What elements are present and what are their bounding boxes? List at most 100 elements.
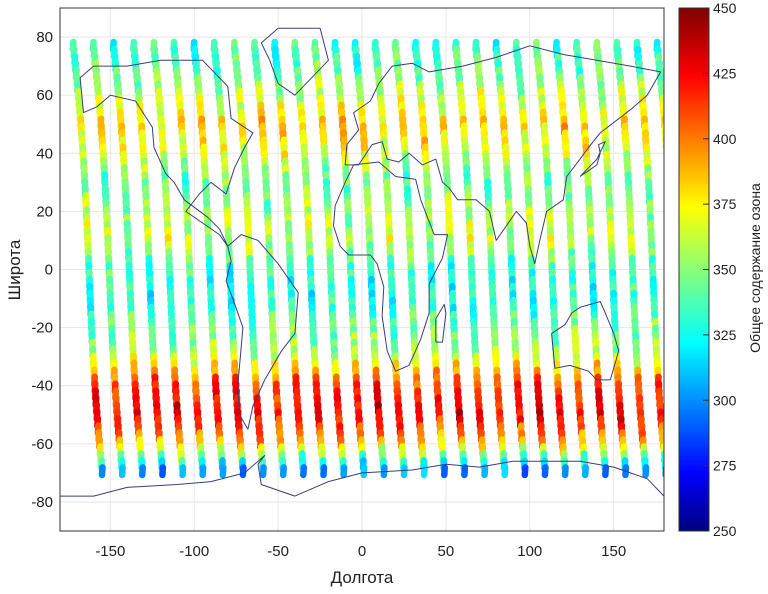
ozone-swath <box>69 38 106 479</box>
ozone-point <box>671 223 672 231</box>
ozone-point <box>677 356 678 364</box>
ozone-swath <box>512 38 549 479</box>
colorbar-tick-label: 250 <box>713 523 737 539</box>
ozone-point <box>667 161 668 169</box>
ozone-point <box>672 244 673 252</box>
ozone-point <box>669 195 670 203</box>
ozone-point <box>642 464 650 479</box>
ozone-point <box>581 464 589 479</box>
ozone-swath <box>230 38 267 479</box>
x-tick-label: 0 <box>358 543 366 560</box>
ozone-swath <box>190 38 227 479</box>
y-tick-label: -20 <box>31 320 53 337</box>
ozone-swath <box>331 38 368 479</box>
ozone-point <box>669 181 670 189</box>
ozone-point <box>673 265 674 273</box>
ozone-swath <box>270 38 308 479</box>
antarctica-coast <box>60 455 664 497</box>
ozone-point <box>159 464 167 479</box>
ozone-point <box>663 155 664 163</box>
ozone-point <box>674 307 675 315</box>
ozone-point <box>259 464 267 479</box>
ozone-swath <box>593 38 630 479</box>
ozone-swath <box>613 38 650 479</box>
ozone-swath <box>89 38 126 479</box>
ozone-point <box>670 216 671 224</box>
north-america-coast <box>79 59 254 247</box>
colorbar-tick-label: 450 <box>713 0 737 16</box>
y-tick-label: 60 <box>36 87 53 104</box>
ozone-point <box>676 335 677 343</box>
ozone-point <box>561 464 569 479</box>
ozone-point <box>541 464 549 479</box>
y-tick-label: 20 <box>36 203 53 220</box>
ozone-point <box>521 464 529 479</box>
south-america-coast <box>225 234 299 430</box>
ozone-point <box>663 145 664 157</box>
ozone-point <box>671 230 672 238</box>
ozone-point <box>138 464 147 479</box>
ozone-point <box>672 258 673 266</box>
ozone-swath <box>552 38 589 479</box>
ozone-swath <box>170 38 207 479</box>
ozone-swath <box>291 38 328 479</box>
ozone-point <box>461 464 469 479</box>
ozone-swaths <box>69 38 679 479</box>
japan-coast <box>579 141 606 177</box>
ozone-swath <box>452 38 489 479</box>
ozone-point <box>360 464 368 479</box>
ozone-point <box>673 279 674 287</box>
ozone-point <box>669 188 670 196</box>
x-tick-label: -100 <box>179 543 209 560</box>
greenland-coast <box>260 27 329 96</box>
ozone-point <box>678 370 679 378</box>
x-tick-label: 50 <box>438 543 455 560</box>
x-axis-ticks: -150 -100 -50 0 50 100 150 <box>95 543 626 560</box>
x-tick-label: 150 <box>601 543 626 560</box>
y-tick-label: -60 <box>31 436 53 453</box>
ozone-swath <box>532 38 569 479</box>
coastlines <box>60 27 664 497</box>
ozone-point <box>676 342 677 350</box>
ozone-point <box>118 464 126 479</box>
ozone-swath <box>432 38 469 479</box>
ozone-point <box>199 464 207 479</box>
ozone-point <box>675 314 676 322</box>
colorbar-tick-label: 350 <box>713 262 737 278</box>
ozone-swath <box>311 38 348 479</box>
ozone-point <box>440 464 449 479</box>
ozone-point <box>675 328 676 336</box>
ozone-point <box>674 300 675 308</box>
y-axis-ticks: 80 60 40 20 0 -20 -40 -60 -80 <box>31 29 53 511</box>
ozone-swath <box>472 38 509 479</box>
madagascar-coast <box>435 303 447 343</box>
ozone-point <box>668 168 669 176</box>
colorbar-tick-label: 400 <box>713 131 737 147</box>
ozone-point <box>662 137 664 150</box>
y-axis-label: Широта <box>5 239 24 300</box>
ozone-swath <box>109 38 147 479</box>
europe-coast <box>344 45 662 265</box>
ozone-point <box>670 202 671 210</box>
ozone-point <box>420 464 428 479</box>
ozone-point <box>668 174 669 182</box>
ozone-swath <box>250 38 287 479</box>
ozone-point <box>219 464 227 479</box>
ozone-point <box>501 464 509 479</box>
colorbar-tick-label: 375 <box>713 196 737 212</box>
ozone-point <box>672 251 673 259</box>
y-tick-label: 40 <box>36 145 53 162</box>
colorbar-tick-label: 300 <box>713 392 737 408</box>
ozone-point <box>300 464 308 479</box>
ozone-point <box>662 130 664 144</box>
x-axis-label: Долгота <box>331 568 394 587</box>
y-tick-label: -40 <box>31 378 53 395</box>
x-tick-label: -150 <box>95 543 125 560</box>
ozone-point <box>677 363 678 371</box>
ozone-point <box>662 465 664 478</box>
ozone-point <box>98 464 106 479</box>
ozone-swath <box>130 38 167 479</box>
ozone-point <box>340 464 348 479</box>
